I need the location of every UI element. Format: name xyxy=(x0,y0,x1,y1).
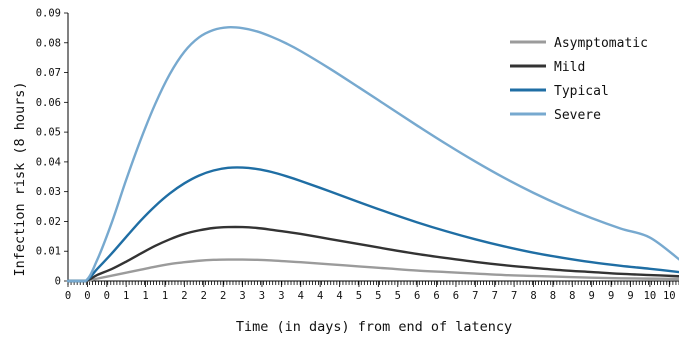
y-axis-title: Infection risk (8 hours) xyxy=(12,81,28,276)
x-axis: 0 0 0 1 1 1 2 2 2 3 3 3 4 4 4 5 5 5 6 6 6 7 7 7 8 8 8 9 9 9 10 10 xyxy=(65,280,679,302)
y-tick-label: 0.06 xyxy=(36,97,61,109)
x-tick-label: 3 xyxy=(239,290,245,302)
x-tick-label: 7 xyxy=(472,290,478,302)
y-tick-label: 0.03 xyxy=(36,186,61,198)
x-tick-label: 4 xyxy=(298,290,304,302)
legend-label-severe: Severe xyxy=(554,108,601,123)
series-line-severe xyxy=(66,26,679,283)
legend-label-typical: Typical xyxy=(554,84,609,99)
legend-label-asymptomatic: Asymptomatic xyxy=(554,36,648,51)
x-tick-label: 1 xyxy=(123,290,129,302)
x-tick-label: 1 xyxy=(162,290,168,302)
x-tick-label: 6 xyxy=(414,290,420,302)
y-tick-label: 0.05 xyxy=(36,127,61,139)
x-tick-label: 9 xyxy=(608,290,614,302)
x-tick-label: 2 xyxy=(201,290,207,302)
x-tick-label: 10 xyxy=(663,290,676,302)
x-tick-label: 2 xyxy=(220,290,226,302)
y-tick-label: 0.01 xyxy=(36,246,61,258)
series-group xyxy=(66,26,679,283)
x-tick-label: 5 xyxy=(375,290,381,302)
legend-label-mild: Mild xyxy=(554,60,585,75)
y-tick-label: 0.07 xyxy=(36,67,61,79)
x-tick-label: 9 xyxy=(627,290,633,302)
y-tick-label: 0.04 xyxy=(36,156,61,168)
x-tick-label: 5 xyxy=(395,290,401,302)
x-tick-label: 6 xyxy=(433,290,439,302)
y-axis: 0 0.01 0.02 0.03 0.04 0.05 0.06 0.07 0.08 0.09 xyxy=(36,8,69,288)
x-tick-label: 6 xyxy=(453,290,459,302)
x-tick-label: 3 xyxy=(278,290,284,302)
x-tick-label: 2 xyxy=(181,290,187,302)
x-tick-label: 5 xyxy=(356,290,362,302)
legend: Asymptomatic Mild Typical Severe xyxy=(510,36,648,123)
x-tick-label: 8 xyxy=(550,290,556,302)
y-tick-label: 0.02 xyxy=(36,216,61,228)
x-tick-label: 1 xyxy=(142,290,148,302)
x-tick-label: 4 xyxy=(317,290,323,302)
x-tick-label: 10 xyxy=(644,290,657,302)
x-tick-label: 7 xyxy=(511,290,517,302)
x-tick-label: 0 xyxy=(104,290,110,302)
x-tick-label: 9 xyxy=(589,290,595,302)
series-line-asymptomatic xyxy=(66,258,679,283)
y-tick-label: 0 xyxy=(55,276,61,288)
x-tick-label: 0 xyxy=(65,290,71,302)
x-tick-label: 7 xyxy=(492,290,498,302)
series-line-typical xyxy=(66,166,679,283)
x-tick-label: 8 xyxy=(530,290,536,302)
x-tick-label: 0 xyxy=(84,290,90,302)
x-tick-label: 3 xyxy=(259,290,265,302)
x-tick-label: 4 xyxy=(336,290,342,302)
series-line-mild xyxy=(66,225,679,283)
x-axis-title: Time (in days) from end of latency xyxy=(236,319,512,335)
x-tick-label: 8 xyxy=(569,290,575,302)
y-tick-label: 0.08 xyxy=(36,37,61,49)
y-tick-label: 0.09 xyxy=(36,8,61,20)
